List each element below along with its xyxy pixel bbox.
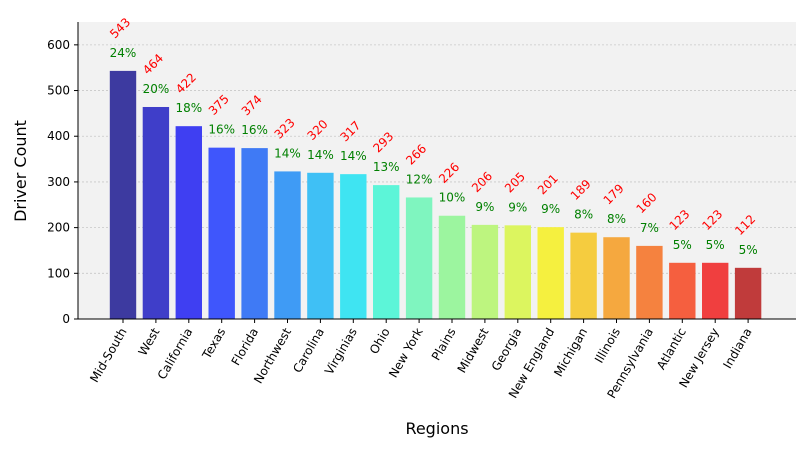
x-tick-label: Midwest bbox=[455, 325, 492, 375]
bar bbox=[208, 147, 235, 319]
y-ticks: 0 100 200 300 400 500 600 bbox=[47, 38, 78, 326]
x-axis-title: Regions bbox=[405, 419, 468, 438]
bar bbox=[570, 232, 597, 319]
bar bbox=[471, 224, 499, 319]
percent-label: 9% bbox=[508, 200, 527, 214]
percent-label: 9% bbox=[541, 202, 560, 216]
y-tick-label: 100 bbox=[47, 266, 70, 280]
percent-label: 5% bbox=[706, 238, 725, 252]
bar bbox=[175, 126, 202, 319]
y-tick-label: 200 bbox=[47, 221, 70, 235]
bar bbox=[537, 227, 564, 319]
y-tick-label: 0 bbox=[62, 312, 70, 326]
x-tick-label: Plains bbox=[429, 326, 459, 363]
percent-label: 10% bbox=[439, 191, 466, 205]
percent-label: 5% bbox=[739, 243, 758, 257]
x-tick-label: West bbox=[136, 325, 163, 358]
percent-label: 18% bbox=[175, 101, 202, 115]
y-tick-label: 300 bbox=[47, 175, 70, 189]
y-tick-label: 500 bbox=[47, 84, 70, 98]
x-tick-label: Carolina bbox=[290, 326, 327, 376]
x-tick-label: Virginias bbox=[322, 326, 360, 378]
x-tick-label: Georgia bbox=[489, 326, 525, 374]
percent-label: 16% bbox=[241, 123, 268, 137]
bar bbox=[702, 262, 729, 319]
y-tick-label: 600 bbox=[47, 38, 70, 52]
bar bbox=[603, 237, 630, 319]
percent-label: 14% bbox=[340, 149, 367, 163]
bar bbox=[373, 185, 400, 319]
bar bbox=[241, 148, 268, 319]
x-tick-label: Mid-South bbox=[87, 326, 129, 385]
bar bbox=[405, 197, 433, 319]
bar bbox=[438, 215, 466, 319]
bar bbox=[636, 245, 663, 319]
bar bbox=[307, 172, 334, 319]
x-tick-label: Michigan bbox=[551, 326, 590, 380]
percent-label: 20% bbox=[143, 82, 170, 96]
x-tick-label: Ohio bbox=[367, 326, 393, 357]
bar bbox=[109, 70, 137, 319]
x-tick-label: Atlantic bbox=[654, 326, 689, 373]
bar bbox=[274, 171, 301, 319]
percent-label: 14% bbox=[307, 148, 334, 162]
y-tick-label: 400 bbox=[47, 129, 70, 143]
percent-label: 13% bbox=[373, 160, 400, 174]
x-tick-label: Texas bbox=[199, 326, 228, 363]
percent-label: 16% bbox=[208, 123, 235, 137]
percent-label: 8% bbox=[574, 208, 593, 222]
bar bbox=[669, 262, 696, 319]
bars bbox=[109, 70, 762, 319]
percent-label: 14% bbox=[274, 146, 301, 160]
percent-label: 7% bbox=[640, 221, 659, 235]
percent-labels: 24% 20% 18% 16% 16% 14% 14% 14% 13% 12% 10% 9% 9% 9% 8… bbox=[110, 46, 758, 257]
y-axis-title: Driver Count bbox=[11, 120, 30, 222]
bar bbox=[142, 106, 170, 319]
x-tick-label: Illinois bbox=[592, 326, 623, 366]
percent-label: 5% bbox=[673, 238, 692, 252]
percent-label: 9% bbox=[475, 200, 494, 214]
x-tick-label: Indiana bbox=[720, 326, 754, 371]
x-tick-label: Florida bbox=[229, 326, 262, 368]
percent-label: 24% bbox=[110, 46, 137, 60]
percent-label: 8% bbox=[607, 212, 626, 226]
bar bbox=[340, 174, 367, 319]
bar bbox=[504, 225, 531, 319]
percent-label: 12% bbox=[406, 172, 433, 186]
bar bbox=[734, 267, 762, 319]
